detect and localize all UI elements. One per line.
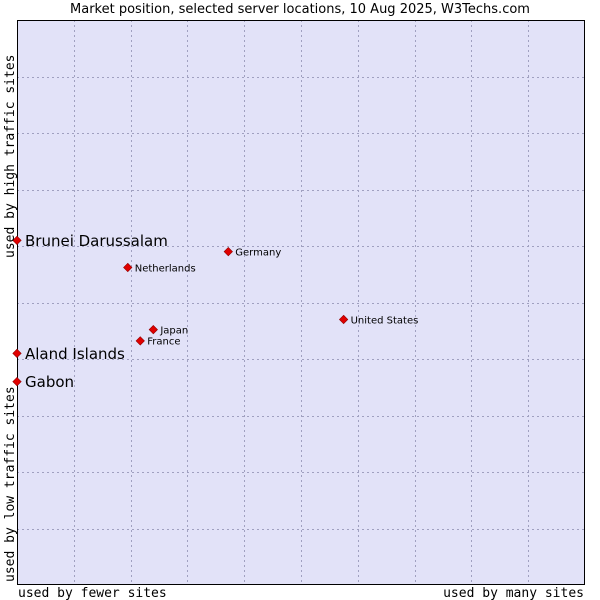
y-axis-label-high: used by high traffic sites xyxy=(3,55,18,259)
chart-title: Market position, selected server locatio… xyxy=(70,2,530,17)
point-marker xyxy=(148,324,158,335)
data-points: Brunei Darussalam Germany Netherlands Unite… xyxy=(12,232,419,391)
data-point: Netherlands xyxy=(123,262,196,274)
x-axis-label-high: used by many sites xyxy=(443,586,584,600)
point-marker xyxy=(123,262,133,273)
point-label: Brunei Darussalam xyxy=(25,232,168,250)
y-axis-label-low: used by low traffic sites xyxy=(3,386,18,582)
data-point: Japan xyxy=(148,324,188,336)
point-label: Aland Islands xyxy=(25,345,125,363)
point-marker xyxy=(12,235,22,245)
point-label: Germany xyxy=(235,247,281,258)
point-marker xyxy=(12,348,22,358)
point-label: Gabon xyxy=(25,373,74,391)
data-point: Germany xyxy=(223,247,281,258)
point-marker xyxy=(12,376,22,387)
point-marker xyxy=(223,247,233,257)
grid-lines xyxy=(17,20,585,585)
point-label: Netherlands xyxy=(135,263,196,274)
x-axis-label-low: used by fewer sites xyxy=(18,586,167,600)
point-marker xyxy=(338,314,349,325)
point-label: United States xyxy=(351,315,419,326)
data-point: Brunei Darussalam xyxy=(12,232,168,250)
plot-frame xyxy=(17,20,585,585)
point-label: France xyxy=(147,337,180,348)
point-marker xyxy=(135,336,145,346)
data-point: Gabon xyxy=(12,373,74,391)
data-point: Aland Islands xyxy=(12,345,125,363)
data-point: France xyxy=(135,336,181,348)
data-point: United States xyxy=(338,314,419,326)
point-label: Japan xyxy=(159,325,188,336)
